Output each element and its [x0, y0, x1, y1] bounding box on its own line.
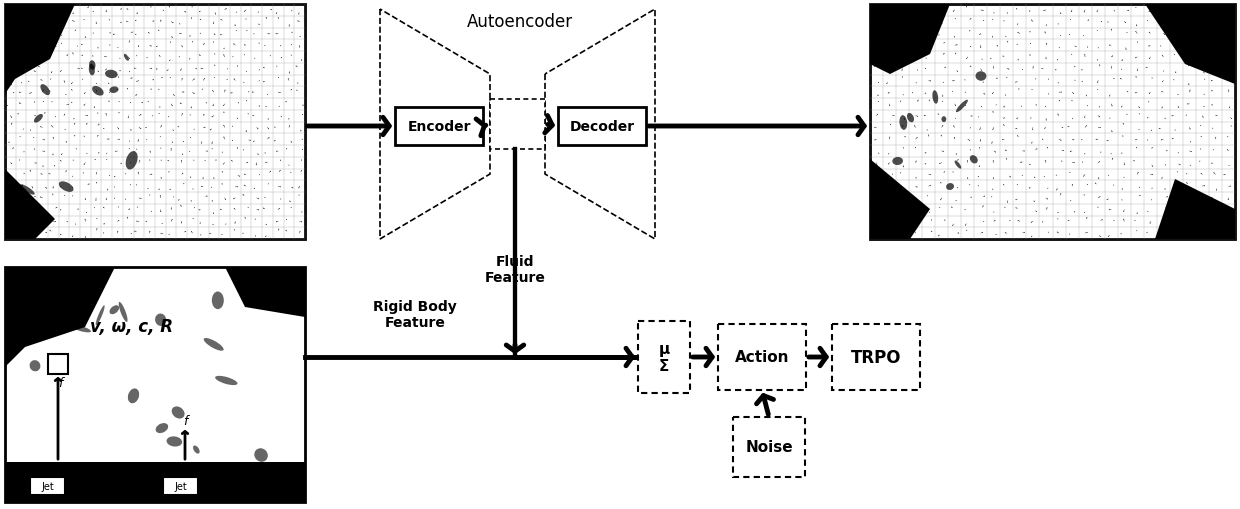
- Text: TRPO: TRPO: [851, 348, 901, 366]
- Bar: [490, 100, 546, 150]
- Bar: [5, 462, 305, 502]
- Ellipse shape: [30, 360, 41, 372]
- Ellipse shape: [125, 152, 138, 170]
- Ellipse shape: [72, 325, 91, 333]
- Bar: [48, 354, 68, 374]
- Text: Autoencoder: Autoencoder: [467, 13, 573, 31]
- Polygon shape: [224, 267, 305, 318]
- Text: Jet: Jet: [174, 481, 187, 491]
- Bar: [30, 477, 64, 495]
- Ellipse shape: [932, 91, 939, 104]
- Ellipse shape: [906, 114, 914, 123]
- Text: f: f: [58, 376, 62, 389]
- Ellipse shape: [109, 305, 119, 315]
- Ellipse shape: [89, 65, 95, 76]
- Ellipse shape: [33, 115, 43, 123]
- Polygon shape: [379, 10, 490, 240]
- Ellipse shape: [955, 161, 961, 169]
- Ellipse shape: [166, 437, 182, 447]
- Ellipse shape: [128, 389, 139, 404]
- Text: Action: Action: [735, 350, 789, 365]
- Bar: [870, 5, 1235, 240]
- Text: Noise: Noise: [745, 440, 792, 455]
- Ellipse shape: [216, 376, 238, 385]
- Ellipse shape: [119, 302, 128, 322]
- Ellipse shape: [105, 71, 118, 79]
- Text: v, ω, c, R: v, ω, c, R: [91, 318, 174, 335]
- Ellipse shape: [156, 423, 169, 433]
- Ellipse shape: [171, 407, 185, 419]
- Ellipse shape: [36, 46, 48, 61]
- Ellipse shape: [899, 116, 908, 131]
- Bar: [5, 267, 305, 502]
- Ellipse shape: [41, 85, 50, 96]
- Bar: [832, 324, 920, 390]
- Ellipse shape: [95, 306, 104, 326]
- Ellipse shape: [58, 182, 73, 192]
- Text: Encoder: Encoder: [407, 120, 471, 134]
- Ellipse shape: [20, 185, 35, 195]
- Polygon shape: [1154, 180, 1235, 240]
- Polygon shape: [5, 5, 74, 95]
- Polygon shape: [5, 267, 115, 367]
- Ellipse shape: [155, 314, 166, 326]
- Polygon shape: [5, 169, 55, 240]
- Polygon shape: [870, 5, 950, 75]
- Ellipse shape: [893, 158, 903, 166]
- Text: μ
Σ: μ Σ: [658, 341, 670, 374]
- Polygon shape: [870, 160, 930, 240]
- Text: Fluid
Feature: Fluid Feature: [485, 254, 546, 285]
- Ellipse shape: [941, 117, 946, 123]
- Bar: [639, 321, 689, 393]
- Ellipse shape: [212, 292, 224, 309]
- Ellipse shape: [92, 87, 104, 96]
- Ellipse shape: [254, 448, 268, 462]
- Ellipse shape: [109, 87, 119, 94]
- Ellipse shape: [970, 156, 978, 164]
- Bar: [5, 5, 305, 240]
- Ellipse shape: [193, 445, 200, 454]
- Ellipse shape: [956, 100, 968, 113]
- Bar: [718, 324, 806, 390]
- Ellipse shape: [203, 338, 223, 351]
- Ellipse shape: [976, 72, 986, 81]
- Ellipse shape: [946, 184, 954, 190]
- Bar: [396, 108, 484, 146]
- Bar: [558, 108, 646, 146]
- Text: Decoder: Decoder: [569, 120, 635, 134]
- Polygon shape: [546, 10, 655, 240]
- Text: Jet: Jet: [41, 481, 53, 491]
- Text: Rigid Body
Feature: Rigid Body Feature: [373, 299, 456, 329]
- Polygon shape: [1145, 5, 1235, 85]
- Bar: [162, 477, 198, 495]
- Bar: [733, 417, 805, 477]
- Ellipse shape: [124, 54, 129, 62]
- Text: f: f: [182, 414, 187, 427]
- Ellipse shape: [89, 61, 95, 70]
